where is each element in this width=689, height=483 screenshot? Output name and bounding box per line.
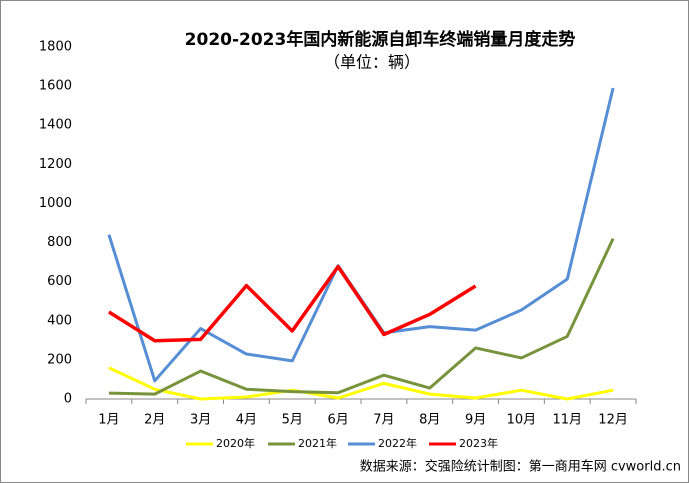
source-note: 数据来源：交强险统计制图：第一商用车网 cvworld.cn [360,459,681,475]
y-tick-label: 1600 [39,79,72,94]
x-tick-label: 2月 [144,413,165,428]
series-line [108,238,615,396]
x-tick-label: 9月 [465,413,486,428]
x-tick-label: 5月 [282,413,303,428]
y-tick-label: 1200 [39,157,72,172]
legend-label: 2023年 [459,436,498,450]
x-tick-label: 3月 [190,413,211,428]
x-tick-label: 6月 [327,413,348,428]
x-tick-label: 4月 [236,413,257,428]
legend-label: 2022年 [378,436,417,450]
y-tick-label: 800 [47,235,72,250]
y-tick-label: 1000 [39,196,72,211]
series-line [107,264,477,343]
y-tick-label: 1800 [39,40,72,55]
legend-label: 2021年 [298,436,337,450]
chart-subtitle: （单位：辆） [324,53,420,72]
chart-title: 2020-2023年国内新能源自卸车终端销量月度走势 [185,29,576,50]
x-tick-label: 7月 [373,413,394,428]
x-tick-label: 11月 [552,413,582,428]
legend-label: 2020年 [216,436,255,450]
y-tick-label: 400 [47,313,72,328]
y-tick-label: 0 [64,392,72,407]
y-tick-label: 600 [47,274,72,289]
x-tick-label: 1月 [98,413,119,428]
series-line [108,366,614,401]
y-tick-label: 200 [47,352,72,367]
x-tick-label: 8月 [419,413,440,428]
y-tick-label: 1400 [39,118,72,133]
x-tick-label: 12月 [598,413,628,428]
x-tick-label: 10月 [507,413,537,428]
